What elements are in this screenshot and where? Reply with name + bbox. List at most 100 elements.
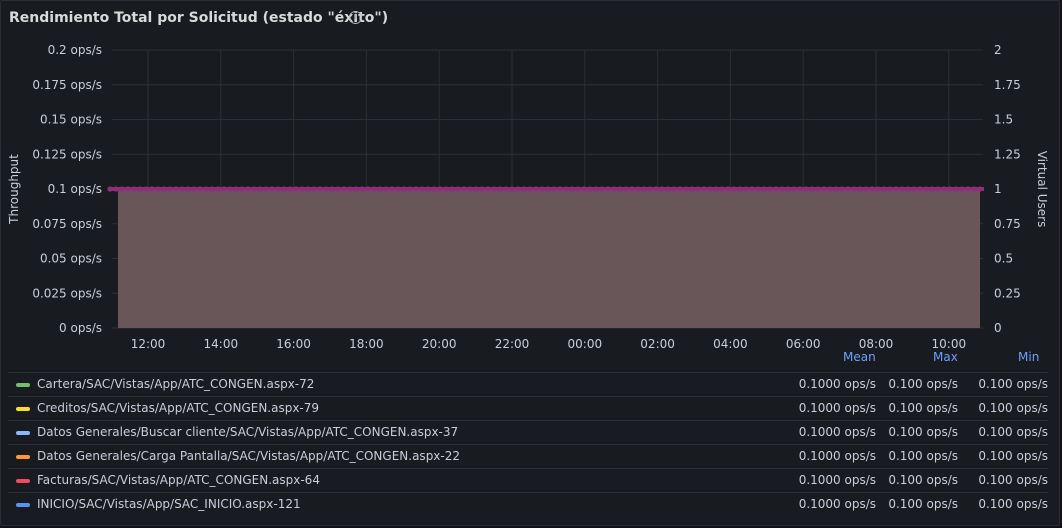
x-tick-label: 22:00 bbox=[495, 337, 530, 351]
y-left-axis-label: Throughput bbox=[7, 154, 21, 225]
virtual-users-point bbox=[401, 186, 407, 192]
virtual-users-point bbox=[521, 186, 527, 192]
y-left-tick-label: 0.15 ops/s bbox=[40, 113, 102, 127]
virtual-users-point bbox=[299, 186, 305, 192]
virtual-users-point bbox=[731, 186, 737, 192]
y-right-tick-label: 0 bbox=[994, 321, 1002, 335]
virtual-users-point bbox=[665, 186, 671, 192]
legend-row[interactable]: Datos Generales/Buscar cliente/SAC/Vista… bbox=[8, 420, 1048, 444]
y-right-tick-label: 1.75 bbox=[994, 78, 1021, 92]
legend-row[interactable]: INICIO/SAC/Vistas/App/SAC_INICIO.aspx-12… bbox=[8, 492, 1048, 516]
legend-series-label[interactable]: INICIO/SAC/Vistas/App/SAC_INICIO.aspx-12… bbox=[37, 497, 301, 511]
info-icon[interactable]: i bbox=[349, 11, 362, 24]
legend-row[interactable]: Cartera/SAC/Vistas/App/ATC_CONGEN.aspx-7… bbox=[8, 372, 1048, 396]
legend-swatch[interactable] bbox=[16, 383, 30, 387]
virtual-users-point bbox=[347, 186, 353, 192]
legend-header-max[interactable]: Max bbox=[933, 350, 958, 364]
virtual-users-point bbox=[959, 186, 965, 192]
virtual-users-point bbox=[323, 186, 329, 192]
legend-swatch[interactable] bbox=[16, 455, 30, 459]
virtual-users-point bbox=[791, 186, 797, 192]
legend-series-label[interactable]: Datos Generales/Buscar cliente/SAC/Vista… bbox=[37, 425, 459, 439]
virtual-users-point bbox=[575, 186, 581, 192]
virtual-users-point bbox=[647, 186, 653, 192]
legend-header-mean[interactable]: Mean bbox=[843, 350, 876, 364]
legend-row[interactable]: Creditos/SAC/Vistas/App/ATC_CONGEN.aspx-… bbox=[8, 396, 1048, 420]
virtual-users-point bbox=[311, 186, 317, 192]
y-left-tick-label: 0.125 ops/s bbox=[32, 147, 102, 161]
virtual-users-point bbox=[137, 186, 143, 192]
virtual-users-point bbox=[221, 186, 227, 192]
virtual-users-point bbox=[281, 186, 287, 192]
virtual-users-point bbox=[737, 186, 743, 192]
y-left-tick-label: 0.2 ops/s bbox=[48, 43, 102, 57]
virtual-users-point bbox=[947, 186, 953, 192]
virtual-users-point bbox=[911, 186, 917, 192]
legend-series-label[interactable]: Facturas/SAC/Vistas/App/ATC_CONGEN.aspx-… bbox=[37, 473, 320, 487]
virtual-users-point bbox=[215, 186, 221, 192]
virtual-users-point bbox=[977, 186, 983, 192]
x-tick-label: 10:00 bbox=[932, 337, 967, 351]
virtual-users-point bbox=[131, 186, 137, 192]
legend-series-label[interactable]: Datos Generales/Carga Pantalla/SAC/Vista… bbox=[37, 449, 461, 463]
legend-swatch[interactable] bbox=[16, 407, 30, 411]
virtual-users-point bbox=[515, 186, 521, 192]
legend-swatch[interactable] bbox=[16, 479, 30, 483]
virtual-users-point bbox=[191, 186, 197, 192]
virtual-users-point bbox=[581, 186, 587, 192]
legend-row[interactable]: Facturas/SAC/Vistas/App/ATC_CONGEN.aspx-… bbox=[8, 468, 1048, 492]
y-right-tick-label: 0.5 bbox=[994, 252, 1013, 266]
virtual-users-point bbox=[833, 186, 839, 192]
virtual-users-point bbox=[233, 186, 239, 192]
virtual-users-point bbox=[893, 186, 899, 192]
y-left-tick-label: 0.075 ops/s bbox=[32, 217, 102, 231]
virtual-users-point bbox=[617, 186, 623, 192]
virtual-users-point bbox=[425, 186, 431, 192]
virtual-users-point bbox=[227, 186, 233, 192]
virtual-users-point bbox=[713, 186, 719, 192]
legend-mean-value: 0.1000 ops/s bbox=[798, 377, 876, 391]
legend-series-label[interactable]: Cartera/SAC/Vistas/App/ATC_CONGEN.aspx-7… bbox=[37, 377, 315, 391]
virtual-users-point bbox=[605, 186, 611, 192]
virtual-users-point bbox=[803, 186, 809, 192]
virtual-users-point bbox=[953, 186, 959, 192]
virtual-users-point bbox=[725, 186, 731, 192]
virtual-users-point bbox=[767, 186, 773, 192]
x-tick-label: 06:00 bbox=[786, 337, 821, 351]
virtual-users-point bbox=[551, 186, 557, 192]
virtual-users-point bbox=[251, 186, 257, 192]
virtual-users-point bbox=[809, 186, 815, 192]
virtual-users-point bbox=[293, 186, 299, 192]
virtual-users-point bbox=[689, 186, 695, 192]
x-tick-label: 02:00 bbox=[640, 337, 675, 351]
virtual-users-point bbox=[659, 186, 665, 192]
virtual-users-point bbox=[773, 186, 779, 192]
legend-swatch[interactable] bbox=[16, 503, 30, 507]
legend-min-value: 0.100 ops/s bbox=[978, 425, 1048, 439]
legend-swatch[interactable] bbox=[16, 431, 30, 435]
virtual-users-point bbox=[155, 186, 161, 192]
virtual-users-point bbox=[749, 186, 755, 192]
virtual-users-point bbox=[851, 186, 857, 192]
legend-max-value: 0.100 ops/s bbox=[888, 497, 958, 511]
legend-mean-value: 0.1000 ops/s bbox=[798, 497, 876, 511]
virtual-users-point bbox=[857, 186, 863, 192]
virtual-users-point bbox=[755, 186, 761, 192]
virtual-users-point bbox=[341, 186, 347, 192]
virtual-users-point bbox=[359, 186, 365, 192]
virtual-users-point bbox=[173, 186, 179, 192]
y-right-tick-label: 0.25 bbox=[994, 286, 1021, 300]
y-right-tick-label: 1 bbox=[994, 182, 1002, 196]
panel-title[interactable]: Rendimiento Total por Solicitud (estado … bbox=[9, 10, 389, 26]
x-tick-label: 20:00 bbox=[422, 337, 457, 351]
legend-series-label[interactable]: Creditos/SAC/Vistas/App/ATC_CONGEN.aspx-… bbox=[37, 401, 320, 415]
x-tick-label: 16:00 bbox=[276, 337, 311, 351]
y-left-tick-label: 0.175 ops/s bbox=[32, 78, 102, 92]
legend-header-min[interactable]: Min bbox=[1018, 350, 1040, 364]
virtual-users-point bbox=[407, 186, 413, 192]
virtual-users-point bbox=[569, 186, 575, 192]
x-tick-label: 08:00 bbox=[859, 337, 894, 351]
legend-row[interactable]: Datos Generales/Carga Pantalla/SAC/Vista… bbox=[8, 444, 1048, 468]
virtual-users-point bbox=[527, 186, 533, 192]
series-area bbox=[118, 189, 980, 328]
